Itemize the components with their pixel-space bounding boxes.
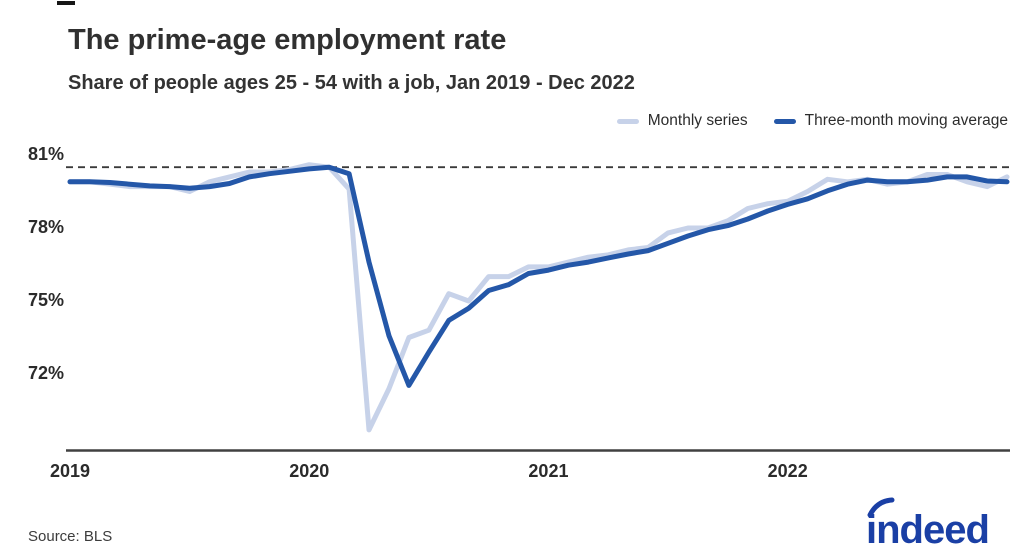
x-tick-label: 2020	[289, 461, 330, 481]
legend: Monthly series Three-month moving average	[616, 112, 1008, 130]
indeed-logo-text: indeed	[866, 508, 989, 550]
x-tick-label: 2021	[528, 461, 569, 481]
legend-item: Three-month moving average	[773, 112, 1008, 130]
y-tick-label: 72%	[27, 362, 64, 383]
y-tick-label: 81%	[27, 144, 64, 164]
chart-subtitle: Share of people ages 25 - 54 with a job,…	[68, 72, 635, 94]
crop-artifact-mark	[57, 1, 75, 5]
legend-item: Monthly series	[616, 112, 748, 130]
indeed-logo-flourish	[867, 497, 895, 518]
y-tick-label: 75%	[27, 289, 64, 310]
legend-label: Three-month moving average	[804, 112, 1008, 129]
indeed-logo: indeed	[862, 496, 1012, 555]
legend-swatch-icon	[773, 118, 796, 124]
source-note: Source: BLS	[28, 528, 113, 545]
x-tick-label: 2019	[49, 461, 91, 481]
y-tick-label: 78%	[27, 216, 64, 237]
chart-title: The prime-age employment rate	[68, 24, 507, 56]
legend-label: Monthly series	[647, 112, 748, 129]
x-tick-label: 2022	[767, 461, 808, 481]
three-month-moving-average-line	[67, 164, 1010, 388]
legend-swatch-icon	[616, 118, 639, 124]
monthly-series-line	[67, 162, 1010, 433]
